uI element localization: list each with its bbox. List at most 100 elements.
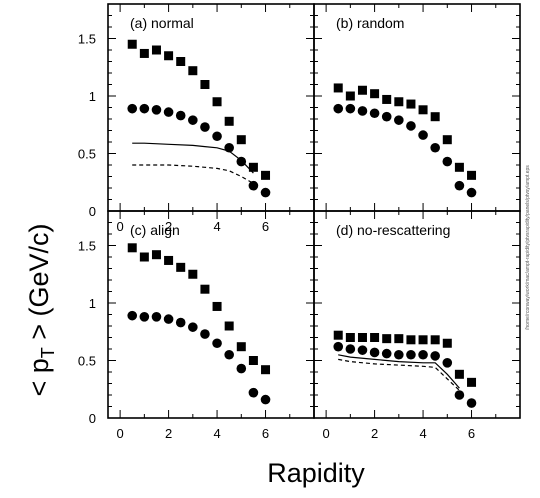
x-axis-title: Rapidity: [267, 458, 365, 488]
series-line-dashed: [338, 358, 460, 391]
series-circle: [127, 103, 271, 198]
data-point-circle: [442, 358, 453, 368]
y-axis-title: < pT > (GeV/c): [24, 223, 58, 396]
data-point-square: [261, 365, 271, 375]
data-point-circle: [442, 156, 453, 167]
data-point-circle: [139, 103, 150, 114]
data-point-square: [236, 342, 246, 352]
series-square: [333, 330, 477, 387]
data-point-square: [261, 170, 271, 180]
series-line-dashed: [132, 164, 254, 184]
x-tick-label: 6: [262, 426, 269, 441]
data-point-square: [430, 335, 440, 345]
data-point-square: [467, 170, 477, 180]
y-tick-label: 0: [89, 204, 96, 219]
data-point-circle: [200, 122, 210, 132]
data-point-circle: [333, 103, 344, 114]
data-point-square: [248, 356, 258, 365]
data-point-circle: [188, 322, 198, 332]
data-point-circle: [260, 394, 271, 405]
data-point-square: [345, 333, 355, 342]
data-point-square: [176, 262, 186, 272]
panel-title: (a) normal: [130, 15, 194, 31]
data-point-square: [382, 334, 392, 344]
data-point-square: [394, 97, 404, 107]
panel-2: (b) random: [313, 3, 521, 212]
data-point-circle: [224, 349, 234, 360]
data-point-circle: [430, 351, 440, 361]
data-point-circle: [175, 110, 186, 121]
data-point-circle: [333, 341, 344, 352]
data-point-square: [188, 66, 198, 76]
data-point-circle: [260, 187, 271, 198]
x-tick-label: 6: [468, 426, 475, 441]
series-line-solid: [338, 354, 460, 389]
data-point-circle: [381, 348, 392, 359]
data-point-square: [333, 330, 343, 340]
series-line-solid: [338, 354, 460, 389]
series-line-dashed: [132, 164, 254, 184]
data-point-circle: [212, 338, 222, 349]
data-point-circle: [175, 317, 186, 328]
y-tick-label: 1.5: [78, 32, 96, 47]
data-point-square: [248, 162, 258, 172]
panel-4: 0 2 4 6 (d) no-rescattering: [313, 210, 521, 441]
y-axis-title-rest: > (GeV/c): [24, 223, 54, 347]
panel-frame: [107, 210, 315, 419]
data-point-circle: [163, 314, 174, 324]
y-tick-label: 1: [89, 89, 96, 104]
data-point-square: [357, 333, 367, 342]
data-point-circle: [466, 398, 477, 408]
data-point-square: [212, 301, 222, 311]
data-point-square: [382, 94, 392, 104]
series-circle: [333, 341, 477, 408]
data-point-square: [200, 284, 210, 294]
y-axis-title-main: < p: [24, 358, 54, 396]
data-point-square: [345, 91, 355, 101]
y-tick-label: 1.5: [78, 239, 96, 254]
x-tick-label: 0: [117, 426, 124, 441]
data-point-square: [200, 80, 210, 89]
series-square: [333, 83, 477, 180]
data-point-circle: [406, 349, 416, 360]
data-point-square: [394, 334, 404, 344]
data-point-circle: [151, 312, 162, 322]
data-point-circle: [151, 105, 162, 115]
series-line-dashed: [338, 358, 460, 391]
y-tick-label: 0: [89, 411, 96, 426]
data-point-square: [370, 89, 380, 99]
data-point-square: [406, 335, 416, 345]
series-circle: [333, 103, 477, 198]
data-point-square: [430, 112, 440, 122]
data-point-square: [418, 335, 428, 345]
y-axis-title-sub: T: [38, 347, 58, 358]
data-point-circle: [345, 344, 356, 354]
data-point-circle: [406, 121, 416, 131]
data-point-circle: [127, 103, 138, 114]
data-point-square: [151, 45, 161, 55]
panel-3: 0 2 4 6 0 0.5 1 1.5 (c) align: [78, 210, 315, 441]
side-note: /home/rconway/work/mac/ampt-rapidity/ptv…: [525, 165, 531, 330]
x-tick-label: 4: [419, 426, 426, 441]
data-point-circle: [454, 390, 465, 400]
x-tick-label: 4: [213, 426, 220, 441]
data-point-square: [333, 83, 343, 93]
data-point-square: [164, 255, 174, 265]
x-tick-label: 6: [262, 219, 269, 234]
data-point-square: [164, 51, 174, 61]
data-point-circle: [345, 103, 356, 114]
x-tick-label: 0: [323, 426, 330, 441]
data-point-circle: [212, 131, 222, 142]
data-point-square: [357, 85, 367, 95]
series-circle: [127, 310, 271, 405]
y-tick-label: 1: [89, 296, 96, 311]
data-point-circle: [248, 180, 259, 191]
data-point-circle: [248, 387, 259, 398]
data-point-square: [418, 105, 428, 115]
x-tick-label: 2: [371, 426, 378, 441]
panel-frame: [313, 3, 521, 212]
panel-frame: [107, 3, 315, 212]
y-tick-label: 0.5: [78, 354, 96, 369]
data-point-square: [370, 333, 380, 342]
